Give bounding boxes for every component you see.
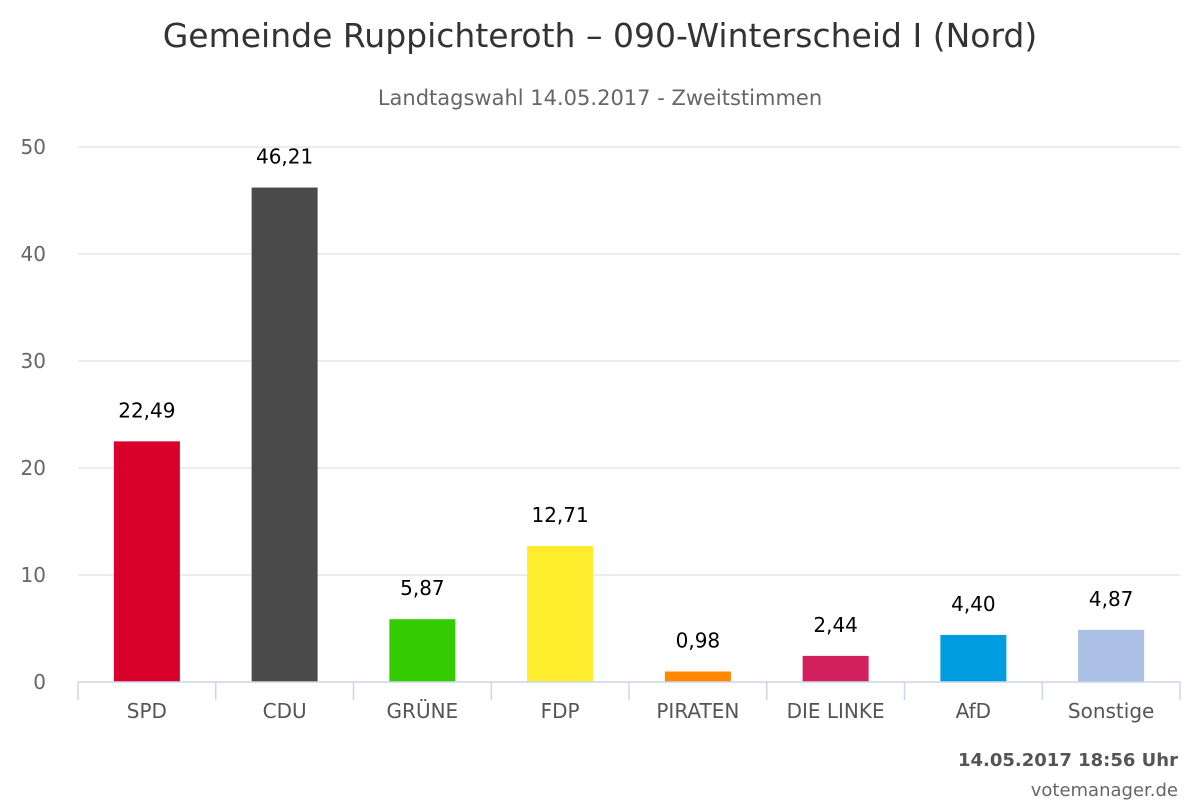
bar-afd[interactable]: [940, 634, 1007, 682]
bar-piraten[interactable]: [664, 671, 731, 682]
x-tick-label-sonstige: Sonstige: [1068, 699, 1154, 723]
timestamp: 14.05.2017 18:56 Uhr: [958, 750, 1178, 771]
x-tick-label-spd: SPD: [127, 699, 167, 723]
x-tick-label-gr-ne: GRÜNE: [387, 699, 459, 723]
data-label-spd: 22,49: [118, 398, 175, 422]
x-tick-label-afd: AfD: [956, 699, 991, 723]
data-label-afd: 4,40: [951, 592, 996, 616]
x-tick-label-die-linke: DIE LINKE: [787, 699, 885, 723]
x-axis-tick-labels: SPD CDU GRÜNE FDP PIRATEN DIE LINKE AfD Sonstig…: [127, 699, 1155, 723]
bar-sonstige[interactable]: [1078, 629, 1145, 682]
y-tick-label: 20: [21, 456, 46, 480]
data-labels: 22,49 46,21 5,87 12,71 0,98 2,44 4,40 4,87: [118, 145, 1133, 653]
bar-gr-ne[interactable]: [389, 619, 456, 682]
bar-cdu[interactable]: [251, 187, 318, 683]
y-tick-label: 0: [33, 670, 46, 694]
y-tick-label: 40: [21, 242, 46, 266]
y-axis-tick-labels: 0 10 20 30 40 50: [21, 135, 46, 694]
x-axis: [77, 681, 1181, 700]
data-label-gr-ne: 5,87: [400, 576, 445, 600]
y-tick-label: 50: [21, 135, 46, 159]
x-tick-label-piraten: PIRATEN: [656, 699, 739, 723]
chart-subtitle: Landtagswahl 14.05.2017 - Zweitstimmen: [378, 86, 822, 110]
data-label-sonstige: 4,87: [1089, 587, 1134, 611]
bars: [113, 187, 1145, 683]
bar-fdp[interactable]: [527, 546, 594, 682]
data-label-piraten: 0,98: [676, 629, 721, 653]
y-tick-label: 10: [21, 563, 46, 587]
chart-title: Gemeinde Ruppichteroth – 090-Winterschei…: [163, 16, 1038, 55]
data-label-cdu: 46,21: [256, 145, 313, 169]
data-label-fdp: 12,71: [531, 503, 588, 527]
x-tick-label-cdu: CDU: [263, 699, 307, 723]
x-tick-label-fdp: FDP: [541, 699, 580, 723]
credit-link[interactable]: votemanager.de: [1031, 780, 1178, 800]
data-label-die-linke: 2,44: [813, 613, 858, 637]
bar-die-linke[interactable]: [802, 655, 869, 682]
y-tick-label: 30: [21, 349, 46, 373]
gridlines: [78, 146, 1180, 576]
bar-spd[interactable]: [113, 441, 180, 682]
